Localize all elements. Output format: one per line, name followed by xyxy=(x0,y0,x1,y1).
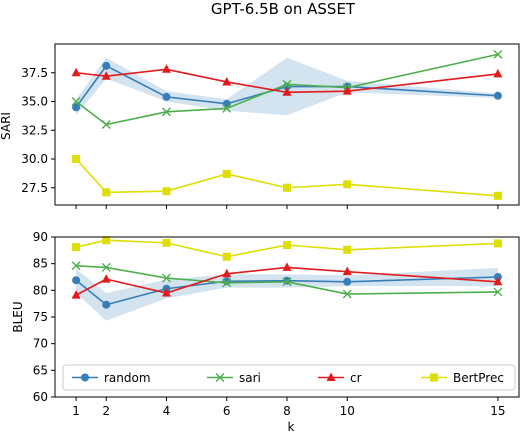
sari-point xyxy=(282,277,292,287)
BertPrec-point xyxy=(162,238,171,247)
sari-point xyxy=(101,120,111,129)
sari-point xyxy=(222,278,232,288)
x-tick-label: 10 xyxy=(340,404,355,418)
cr-point xyxy=(493,68,503,78)
sari-panel: 27.5 30.0 32.5 35.0 37.5 xyxy=(21,43,520,209)
legend: random sari cr BertPrec xyxy=(62,364,516,391)
random-point xyxy=(72,103,81,112)
cr-legend-label: cr xyxy=(350,371,362,385)
BertPrec-point xyxy=(162,187,171,196)
cr-point xyxy=(71,290,81,299)
y-tick-label: 35.0 xyxy=(21,95,48,109)
BertPrec-point xyxy=(283,241,291,249)
y-tick-label: 65 xyxy=(33,363,48,377)
sari-point xyxy=(342,289,352,299)
sari-point xyxy=(161,273,171,283)
cr-point xyxy=(282,262,292,271)
x-axis-label: k xyxy=(288,420,295,432)
cr-point xyxy=(342,86,352,95)
cr-point xyxy=(71,67,81,77)
cr-point xyxy=(161,64,171,73)
BertPrec-legend-marker xyxy=(430,373,438,382)
sari-point xyxy=(222,103,232,113)
cr-point xyxy=(161,288,171,297)
cr-point xyxy=(222,76,232,86)
BertPrec-point xyxy=(72,155,81,163)
cr-point xyxy=(342,266,352,276)
sari-point xyxy=(71,97,81,106)
BertPrec-point xyxy=(102,188,111,197)
sari-point xyxy=(493,287,503,297)
random-point xyxy=(283,276,291,285)
random-point xyxy=(72,276,81,285)
bleu-panel: 60 65 70 75 80 85 90 1 2 4 6 8 10 15 xyxy=(33,230,520,418)
random-confidence-band xyxy=(76,267,498,321)
axes-frame xyxy=(54,43,520,206)
sari-point xyxy=(282,79,292,89)
sari-point xyxy=(101,262,111,272)
y-tick-label: 37.5 xyxy=(21,66,48,80)
cr-point xyxy=(493,276,503,286)
BertPrec-point xyxy=(343,180,352,189)
sari-legend-label: sari xyxy=(239,371,261,385)
y-tick-label: 70 xyxy=(33,337,48,351)
sari-point xyxy=(161,107,171,117)
BertPrec-point xyxy=(222,169,231,178)
x-tick-label: 8 xyxy=(283,404,291,418)
BertPrec-point xyxy=(343,245,352,254)
x-tick-label: 4 xyxy=(163,404,171,418)
legend-box xyxy=(62,364,516,391)
random-point xyxy=(493,91,502,100)
random-legend-marker xyxy=(81,373,89,382)
cr-point xyxy=(101,71,111,80)
y-tick-label: 32.5 xyxy=(21,123,48,137)
cr-point xyxy=(101,274,111,283)
BertPrec-point xyxy=(283,183,291,192)
random-point xyxy=(102,300,111,309)
x-tick-label: 15 xyxy=(490,404,505,418)
y-tick-label: 30.0 xyxy=(21,152,48,166)
axes-frame xyxy=(54,236,520,398)
x-tick-label: 2 xyxy=(102,404,110,418)
y-axis-label-sari: SARI xyxy=(0,112,13,140)
x-tick-label: 6 xyxy=(223,404,231,418)
BertPrec-point xyxy=(493,239,502,248)
y-tick-label: 75 xyxy=(33,310,48,324)
sari-legend-marker xyxy=(215,373,225,382)
BertPrec-point xyxy=(102,236,111,245)
random-legend-label: random xyxy=(104,371,151,385)
sari-point xyxy=(493,49,503,59)
y-axis-label-bleu: BLEU xyxy=(11,301,25,332)
random-point xyxy=(162,92,171,101)
BertPrec-legend-label: BertPrec xyxy=(453,371,504,385)
BertPrec-point xyxy=(72,243,81,252)
y-tick-label: 85 xyxy=(33,257,48,271)
cr-point xyxy=(222,268,232,278)
BertPrec-point xyxy=(493,191,502,200)
x-tick-label: 1 xyxy=(72,404,80,418)
BertPrec-point xyxy=(222,252,231,261)
y-tick-label: 60 xyxy=(33,390,48,404)
y-tick-label: 80 xyxy=(33,283,48,297)
cr-point xyxy=(282,87,292,96)
random-point xyxy=(102,61,111,70)
y-tick-label: 90 xyxy=(33,230,48,244)
random-point xyxy=(343,277,352,286)
y-tick-label: 27.5 xyxy=(21,181,48,195)
chart-title: GPT-6.5B on ASSET xyxy=(211,0,356,18)
cr-legend-marker xyxy=(326,372,336,381)
random-point xyxy=(222,277,231,286)
plot-layer: 27.5 30.0 32.5 35.0 37.5 60 65 70 75 80 85 90 1 2 4 6 8 1… xyxy=(21,43,520,418)
sari-point xyxy=(71,261,81,271)
